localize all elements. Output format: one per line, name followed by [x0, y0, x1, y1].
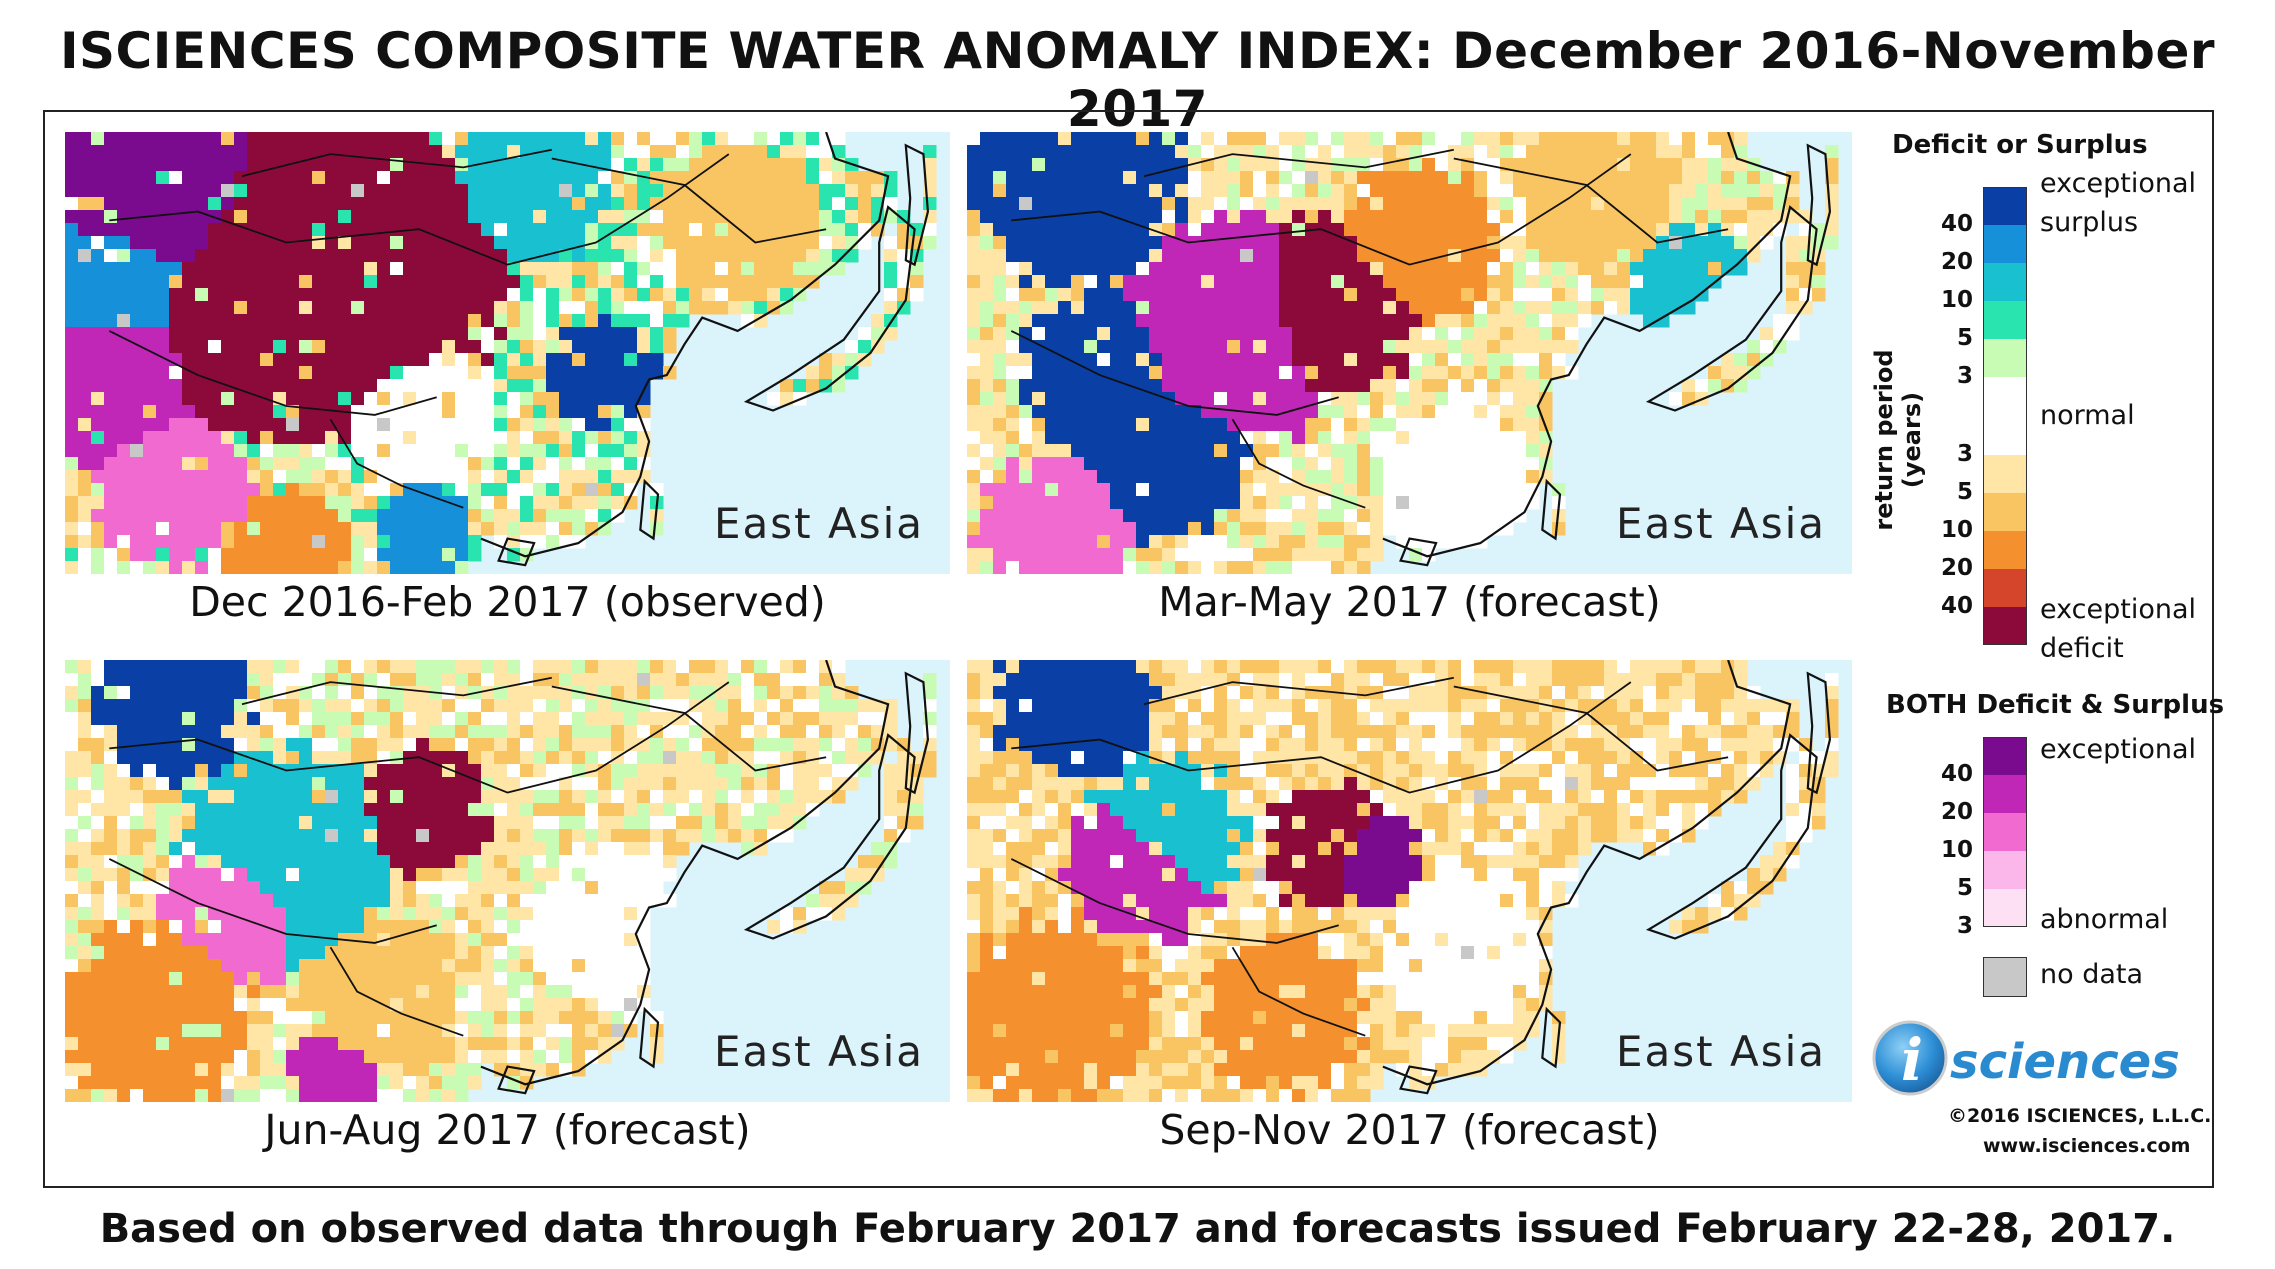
map-panel-sep-nov: East Asia — [967, 660, 1852, 1102]
legend-exceptional-surplus: surplus — [2040, 207, 2139, 238]
legend-tick: 5 — [1956, 479, 1973, 505]
legend-tick: 3 — [1956, 913, 1973, 939]
legend-exceptional-deficit: deficit — [2040, 633, 2124, 664]
legend-swatch — [1983, 813, 2027, 851]
region-label: East Asia — [714, 1027, 924, 1076]
anomaly-raster — [967, 660, 1839, 1102]
legend-tick: 10 — [1940, 517, 1973, 543]
legend-exceptional-deficit: exceptional — [2040, 594, 2197, 625]
legend-swatch — [1983, 889, 2027, 927]
region-label: East Asia — [714, 499, 924, 548]
legend-swatch — [1983, 493, 2027, 531]
copyright-text: ©2016 ISCIENCES, L.L.C. — [1948, 1105, 2212, 1127]
isciences-logo: i sciences — [1870, 1018, 2210, 1098]
legend-exceptional-surplus: exceptional — [2040, 168, 2197, 199]
map-panel-jun-aug: East Asia — [65, 660, 950, 1102]
legend-both-abnormal: abnormal — [2040, 904, 2169, 935]
legend-tick: 5 — [1956, 875, 1973, 901]
legend-tick: 20 — [1940, 799, 1973, 825]
legend-tick: 20 — [1940, 249, 1973, 275]
legend-swatch — [1983, 301, 2027, 339]
legend-swatch — [1983, 377, 2027, 455]
legend-swatch — [1983, 263, 2027, 301]
legend-title-deficit-surplus: Deficit or Surplus — [1892, 130, 2148, 160]
boundaries — [108, 660, 930, 1095]
anomaly-map — [65, 660, 950, 1102]
page-title: ISCIENCES COMPOSITE WATER ANOMALY INDEX:… — [59, 22, 2216, 138]
footer-note: Based on observed data through February … — [99, 1206, 2176, 1252]
anomaly-map — [967, 660, 1852, 1102]
legend-tick: 3 — [1956, 363, 1973, 389]
legend-normal: normal — [2040, 400, 2135, 431]
anomaly-map — [967, 132, 1852, 574]
legend-both-exceptional: exceptional — [2040, 734, 2197, 765]
legend-tick: 40 — [1940, 211, 1973, 237]
legend-no-data: no data — [2040, 959, 2144, 990]
legend-tick: 10 — [1940, 837, 1973, 863]
legend-swatch — [1983, 531, 2027, 569]
boundaries — [108, 132, 930, 567]
anomaly-raster — [65, 132, 937, 574]
legend-title-both: BOTH Deficit & Surplus — [1886, 690, 2225, 720]
boundaries — [1010, 660, 1832, 1095]
anomaly-map — [65, 132, 950, 574]
figure-frame — [43, 110, 2214, 1188]
anomaly-raster — [65, 660, 937, 1102]
region-label: East Asia — [1616, 499, 1826, 548]
website-link[interactable]: www.isciences.com — [1983, 1135, 2191, 1157]
legend-tick: 5 — [1956, 325, 1973, 351]
legend-swatch — [1983, 569, 2027, 607]
legend-swatch — [1983, 851, 2027, 889]
boundaries — [1010, 132, 1832, 567]
legend-swatch — [1983, 775, 2027, 813]
legend-swatch — [1983, 225, 2027, 263]
region-label: East Asia — [1616, 1027, 1826, 1076]
no-data-swatch — [1983, 957, 2027, 997]
anomaly-raster — [967, 132, 1839, 574]
legend-swatch — [1983, 607, 2027, 645]
panel-caption: Jun-Aug 2017 (forecast) — [264, 1106, 751, 1154]
legend-tick: 10 — [1940, 287, 1973, 313]
legend-tick: 20 — [1940, 555, 1973, 581]
legend-tick: 40 — [1940, 761, 1973, 787]
map-panel-dec-feb: East Asia — [65, 132, 950, 574]
map-panel-mar-may: East Asia — [967, 132, 1852, 574]
logo-letter: i — [1901, 1026, 1923, 1094]
legend-tick: 3 — [1956, 441, 1973, 467]
legend-swatch — [1983, 737, 2027, 775]
logo-word: sciences — [1950, 1034, 2180, 1090]
panel-caption: Dec 2016-Feb 2017 (observed) — [189, 578, 826, 626]
legend-swatch — [1983, 455, 2027, 493]
legend-swatch — [1983, 187, 2027, 225]
legend-tick: 40 — [1940, 593, 1973, 619]
panel-caption: Sep-Nov 2017 (forecast) — [1159, 1106, 1660, 1154]
legend-swatch — [1983, 339, 2027, 377]
panel-caption: Mar-May 2017 (forecast) — [1158, 578, 1661, 626]
